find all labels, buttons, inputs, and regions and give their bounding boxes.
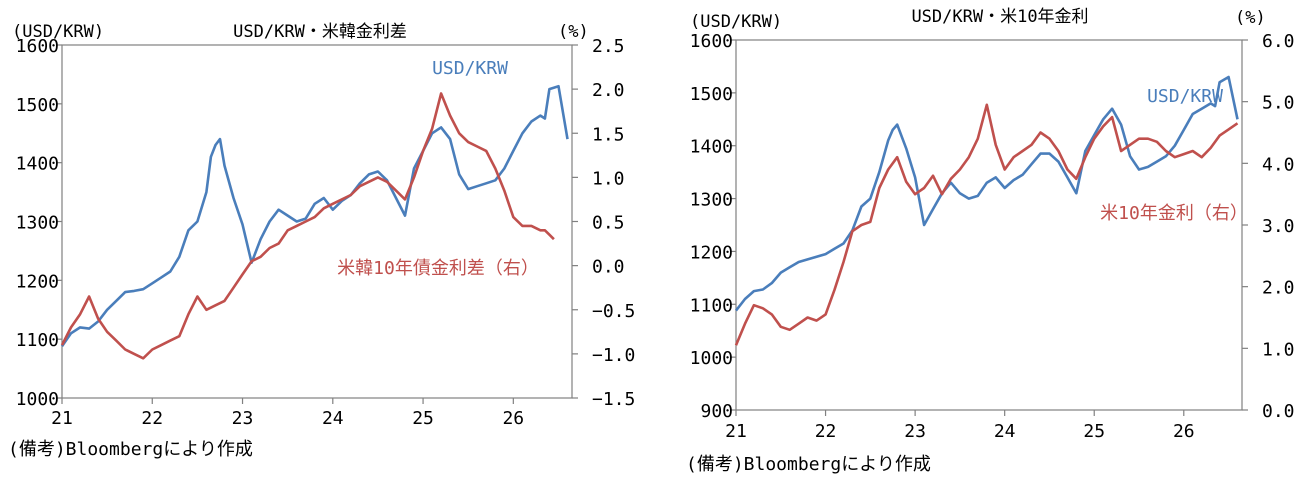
chart-usdkrw-us10y: 900 1000 1100 1200 1300 1400 1500 1600 0.0 1.0 2.0… <box>686 7 1295 475</box>
y-right-tick-label: −1.0 <box>592 345 635 366</box>
y-right-tick-label: 2.5 <box>592 36 625 57</box>
plot-frame <box>61 44 573 399</box>
chart-title: USD/KRW・米韓金利差 <box>233 22 407 42</box>
x-tick-label: 23 <box>904 421 926 442</box>
series-line-left <box>734 75 1239 312</box>
y-left-tick-label: 1100 <box>16 330 59 351</box>
right-axis-unit: (%) <box>1235 8 1266 28</box>
y-left-tick-label: 1400 <box>16 154 59 175</box>
y-right-tick-label: 0.0 <box>592 257 625 278</box>
y-left-tick-label: 1000 <box>16 389 59 410</box>
source-note: (備考)Bloombergにより作成 <box>686 454 931 475</box>
left-axis-unit: (USD/KRW) <box>12 22 104 42</box>
y-right-tick-label: 1.0 <box>592 168 625 189</box>
x-tick-label: 23 <box>232 408 254 429</box>
source-note: (備考)Bloombergにより作成 <box>8 439 253 460</box>
x-tick-label: 25 <box>1083 421 1105 442</box>
x-tick-label: 21 <box>725 421 747 442</box>
y-right-tick-label: 4.0 <box>1262 154 1295 175</box>
y-left-tick-label: 1300 <box>690 190 733 211</box>
y-left-tick-label: 1400 <box>690 137 733 158</box>
x-tick-label: 24 <box>994 421 1016 442</box>
series-label: 米韓10年債金利差（右） <box>337 258 539 279</box>
series-label: 米10年金利（右） <box>1100 203 1248 224</box>
series-line-right <box>734 103 1239 346</box>
x-tick-label: 21 <box>51 408 73 429</box>
chart-title: USD/KRW・米10年金利 <box>911 7 1088 27</box>
y-left-tick-label: 1300 <box>16 213 59 234</box>
x-tick-label: 24 <box>322 408 344 429</box>
y-right-tick-label: −0.5 <box>592 301 635 322</box>
x-tick-label: 26 <box>502 408 524 429</box>
y-right-tick-label: 1.5 <box>592 124 625 145</box>
y-left-tick-label: 900 <box>700 401 733 422</box>
y-right-tick-label: −1.5 <box>592 389 635 410</box>
x-tick-label: 25 <box>412 408 434 429</box>
y-left-tick-label: 1600 <box>16 36 59 57</box>
right-axis-unit: (%) <box>558 22 589 42</box>
x-tick-label: 22 <box>815 421 837 442</box>
y-right-tick-label: 5.0 <box>1262 93 1295 114</box>
y-left-tick-label: 1600 <box>690 31 733 52</box>
x-tick-label: 22 <box>141 408 163 429</box>
series-line-right <box>60 92 555 360</box>
y-right-tick-label: 2.0 <box>592 80 625 101</box>
series-label: USD/KRW <box>1147 86 1223 107</box>
y-left-tick-label: 1500 <box>16 95 59 116</box>
y-right-tick-label: 2.0 <box>1262 278 1295 299</box>
y-left-tick-label: 1200 <box>690 242 733 263</box>
y-right-tick-label: 3.0 <box>1262 216 1295 237</box>
y-right-tick-label: 1.0 <box>1262 339 1295 360</box>
y-right-tick-label: 0.0 <box>1262 401 1295 422</box>
y-left-tick-label: 1000 <box>690 348 733 369</box>
y-right-tick-label: 0.5 <box>592 213 625 234</box>
chart-usdkrw-rate-differential: 1000 1100 1200 1300 1400 1500 1600 −1.5 −1.0 −0.5… <box>8 22 635 460</box>
x-tick-label: 26 <box>1173 421 1195 442</box>
left-axis-unit: (USD/KRW) <box>690 12 782 32</box>
y-right-tick-label: 6.0 <box>1262 31 1295 52</box>
series-label: USD/KRW <box>432 58 508 79</box>
y-left-tick-label: 1100 <box>690 295 733 316</box>
y-left-tick-label: 1200 <box>16 271 59 292</box>
y-left-tick-label: 1500 <box>690 84 733 105</box>
series-line-left <box>60 84 569 347</box>
